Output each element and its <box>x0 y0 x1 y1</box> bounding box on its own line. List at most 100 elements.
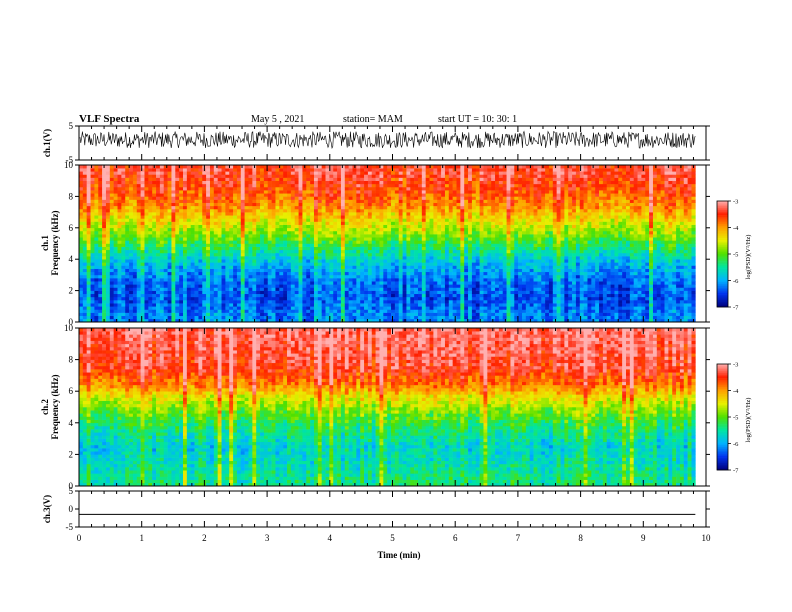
ch1-spectrogram-cell <box>417 227 423 232</box>
ch1-spectrogram-cell <box>240 293 245 298</box>
ch1-spectrogram-cell <box>337 274 342 279</box>
ch1-spectrogram-cell <box>275 246 280 251</box>
ch1-spectrogram-cell <box>356 278 361 282</box>
ch1-spectrogram-cell <box>387 318 392 323</box>
ch1-spectrogram-cell <box>425 312 430 317</box>
ch1-spectrogram-cell <box>140 212 145 216</box>
ch1-spectrogram-cell <box>275 278 280 282</box>
ch1-spectrogram-cell <box>340 205 346 210</box>
ch1-spectrogram-cell <box>213 202 218 207</box>
ch1-spectrogram-cell <box>190 312 195 317</box>
ch1-spectrogram-cell <box>148 202 153 207</box>
ch1-spectrogram-cell <box>302 196 307 200</box>
ch1-spectrogram-cell <box>387 199 392 203</box>
ch1-spectrogram-cell <box>198 284 203 288</box>
ch1-spectrogram-cell <box>344 199 349 203</box>
ch1-spectrogram-cell <box>240 259 245 263</box>
ch1-spectrogram-cell <box>194 246 199 251</box>
ch1-spectrogram-cell <box>167 274 172 279</box>
ch1-spectrogram-cell <box>105 268 111 273</box>
ch1-spectrogram-cell <box>356 221 361 225</box>
ch1-spectrogram-cell <box>441 274 446 279</box>
ch1-spectrogram-cell <box>310 218 315 222</box>
ch1-spectrogram-cell <box>441 183 446 188</box>
ch1-spectrogram-cell <box>244 296 249 301</box>
ch1-spectrogram-cell <box>94 268 99 273</box>
ch1-spectrogram-cell <box>371 306 376 310</box>
ch1-spectrogram-cell <box>198 215 203 219</box>
ch1-spectrogram-cell <box>98 183 103 188</box>
ch1-spectrogram-cell <box>444 171 450 175</box>
ch1-spectrogram-cell <box>448 259 453 263</box>
ch1-spectrogram-cell <box>233 183 238 188</box>
ch1-spectrogram-cell <box>356 309 361 313</box>
ch1-spectrogram-cell <box>225 221 230 225</box>
ch1-spectrogram-cell <box>414 212 419 216</box>
ch1-spectrogram-cell <box>283 177 288 181</box>
ch1-spectrogram-cell <box>183 249 188 254</box>
ch1-spectrogram-cell <box>425 274 430 279</box>
ch1-spectrogram-cell <box>252 237 257 241</box>
ch1-spectrogram-cell <box>179 171 184 175</box>
ch1-spectrogram-cell <box>375 252 380 257</box>
ch1-spectrogram-cell <box>132 230 138 235</box>
ch1-spectrogram-cell <box>437 296 442 301</box>
ch1-spectrogram-cell <box>437 281 442 285</box>
ch1-spectrogram-cell <box>256 240 261 244</box>
ch1-spectrogram-cell <box>414 271 419 276</box>
ch1-spectrogram-cell <box>260 249 265 254</box>
ch1-spectrogram-cell <box>421 240 426 244</box>
ch1-spectrogram-cell <box>310 306 315 310</box>
ch1-spectrogram-cell <box>86 293 91 298</box>
ch1-spectrogram-cell <box>340 268 346 273</box>
ch1-spectrogram-cell <box>167 259 172 263</box>
ch1-spectrogram-cell <box>144 199 149 203</box>
ch1-spectrogram-cell <box>217 262 222 266</box>
ch1-spectrogram-cell <box>236 281 242 285</box>
ch1-spectrogram-cell <box>406 262 411 266</box>
ch1-spectrogram-cell <box>329 183 334 188</box>
ch1-spectrogram-cell <box>156 265 161 269</box>
ch1-spectrogram-cell <box>356 318 361 323</box>
ch1-spectrogram-cell <box>375 237 380 241</box>
ch1-spectrogram-cell <box>167 243 172 247</box>
ch1-spectrogram-cell <box>267 306 272 310</box>
ch1-spectrogram-cell <box>317 190 322 194</box>
ch1-spectrogram-cell <box>383 278 388 282</box>
ch1-spectrogram-cell <box>244 199 249 203</box>
ch1-spectrogram-cell <box>233 168 238 172</box>
ch1-spectrogram-cell <box>379 271 384 276</box>
ch1-spectrogram-cell <box>263 212 269 216</box>
ch1-spectrogram-cell <box>248 215 253 219</box>
ch1-spectrogram-cell <box>279 208 284 213</box>
ch1-spectrogram-cell <box>125 265 130 269</box>
ch1-spectrogram-cell <box>333 312 338 317</box>
ch1-spectrogram-cell <box>113 315 118 320</box>
ch1-spectrogram-cell <box>175 174 180 178</box>
ch1-spectrogram-cell <box>217 180 222 185</box>
ch1-spectrogram-cell <box>113 268 118 273</box>
ch1-spectrogram-cell <box>136 315 141 320</box>
ch1-spectrogram-cell <box>383 268 388 273</box>
ch1-spectrogram-cell <box>260 290 265 295</box>
ch1-spectrogram-cell <box>337 234 342 238</box>
ch1-spectrogram-cell <box>364 265 369 269</box>
ch1-spectrogram-cell <box>229 290 234 295</box>
ch1-spectrogram-cell <box>140 237 145 241</box>
ch1-spectrogram-cell <box>248 196 253 200</box>
ch1-spectrogram-cell <box>333 174 338 178</box>
ch1-spectrogram-cell <box>283 246 288 251</box>
ch1-spectrogram-cell <box>279 249 284 254</box>
ch1-spectrogram-cell <box>263 271 269 276</box>
ch1-spectrogram-cell <box>136 303 141 307</box>
ch1-spectrogram-cell <box>167 237 172 241</box>
ch1-spectrogram-cell <box>159 259 165 263</box>
ch1-spectrogram-cell <box>140 315 145 320</box>
ch1-spectrogram-cell <box>252 274 257 279</box>
ch1-spectrogram-cell <box>117 249 122 254</box>
ch1-spectrogram-cell <box>414 230 419 235</box>
ch1-spectrogram-cell <box>321 281 326 285</box>
ch1-spectrogram-cell <box>256 234 261 238</box>
ch1-spectrogram-cell <box>82 208 87 213</box>
